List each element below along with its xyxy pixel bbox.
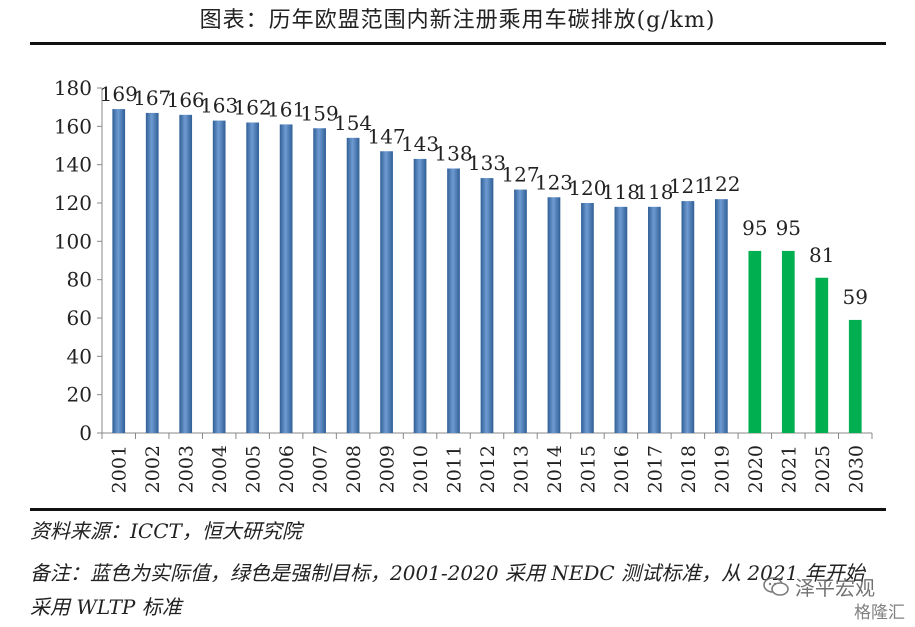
data-label: 59	[843, 285, 868, 309]
data-label: 118	[602, 180, 640, 204]
y-tick-label: 0	[79, 421, 92, 445]
data-label: 81	[809, 243, 834, 267]
x-tick-label: 2008	[343, 445, 365, 493]
bar-actual	[480, 178, 494, 433]
y-tick-label: 120	[54, 191, 92, 215]
data-label: 166	[167, 88, 205, 112]
bar-actual	[447, 168, 460, 433]
bar-actual	[648, 206, 661, 433]
data-label: 138	[434, 142, 472, 166]
bar-actual	[614, 206, 628, 433]
y-tick-label: 140	[54, 153, 92, 177]
x-tick-label: 2007	[310, 445, 332, 493]
bar-actual	[380, 151, 393, 433]
x-tick-label: 2009	[377, 445, 399, 493]
wechat-icon	[763, 576, 789, 596]
x-tick-label: 2012	[477, 445, 499, 493]
bar-actual	[413, 158, 427, 433]
data-label: 147	[367, 124, 405, 148]
x-tick-label: 2013	[510, 445, 532, 493]
footer-divider	[30, 508, 886, 511]
bar-actual	[179, 114, 193, 433]
y-tick-label: 40	[67, 344, 92, 368]
x-tick-label: 2010	[410, 445, 432, 493]
data-label: 163	[200, 94, 238, 118]
title-divider	[30, 42, 886, 45]
bar-actual	[279, 124, 293, 434]
bar-actual	[313, 128, 326, 433]
x-tick-label: 2016	[611, 445, 633, 493]
data-label: 121	[669, 174, 707, 198]
bar-actual	[212, 120, 226, 433]
data-label: 159	[301, 101, 339, 125]
watermark-platform: 格隆汇	[854, 603, 905, 623]
x-tick-label: 2017	[644, 445, 666, 493]
bar-actual	[714, 199, 728, 433]
x-tick-label: 2021	[778, 445, 800, 493]
note-text: 备注：蓝色为实际值，绿色是强制目标，2001-2020 采用 NEDC 测试标准…	[30, 561, 865, 619]
data-label: 127	[501, 163, 539, 187]
bar-target	[848, 319, 862, 433]
y-tick-label: 60	[67, 306, 92, 330]
data-label: 169	[100, 82, 138, 106]
x-tick-label: 2019	[711, 445, 733, 493]
data-label: 162	[234, 96, 272, 120]
x-tick-label: 2005	[243, 445, 265, 493]
y-tick-label: 20	[67, 383, 92, 407]
bar-actual	[681, 201, 695, 433]
data-label: 95	[776, 216, 801, 240]
x-tick-label: 2001	[109, 445, 131, 493]
data-label: 95	[742, 216, 767, 240]
data-label: 154	[334, 111, 372, 135]
y-tick-label: 100	[54, 229, 92, 253]
source-text: 资料来源：ICCT，恒大研究院	[30, 519, 302, 543]
chart-title: 图表：历年欧盟范围内新注册乘用车碳排放(g/km)	[199, 8, 716, 33]
watermark-name: 泽平宏观	[795, 576, 875, 600]
bar-actual	[112, 109, 126, 433]
y-tick-label: 160	[54, 114, 92, 138]
data-label: 167	[133, 86, 171, 110]
data-label: 123	[535, 170, 573, 194]
data-label: 118	[635, 180, 673, 204]
data-label: 120	[568, 176, 606, 200]
bar-chart: 0 20 40 60 80 100 120 140 160 180 169167166163162…	[54, 76, 873, 493]
x-tick-label: 2018	[678, 445, 700, 493]
bar-actual	[246, 122, 260, 433]
x-tick-label: 2030	[845, 445, 867, 493]
x-tick-label: 2011	[444, 445, 466, 493]
bar-actual	[547, 197, 561, 433]
bar-actual	[514, 189, 527, 433]
bar-actual	[581, 203, 594, 433]
x-tick-label: 2006	[276, 445, 298, 493]
watermark: 泽平宏观	[763, 572, 875, 601]
x-tick-label: 2015	[577, 445, 599, 493]
y-tick-label: 80	[67, 268, 92, 292]
data-label: 122	[702, 172, 740, 196]
x-tick-label: 2014	[544, 445, 566, 493]
bar-target	[781, 250, 795, 433]
x-tick-label: 2025	[812, 445, 834, 493]
data-label: 143	[401, 132, 439, 156]
data-label: 161	[267, 97, 305, 121]
bar-actual	[145, 112, 159, 434]
y-tick-label: 180	[54, 76, 92, 100]
x-tick-label: 2003	[176, 445, 198, 493]
x-tick-label: 2020	[745, 445, 767, 493]
x-tick-label: 2002	[142, 445, 164, 493]
bar-target	[815, 277, 829, 433]
data-label: 133	[468, 151, 506, 175]
bar-actual	[346, 137, 360, 434]
bar-target	[748, 250, 762, 433]
x-tick-label: 2004	[209, 445, 231, 493]
